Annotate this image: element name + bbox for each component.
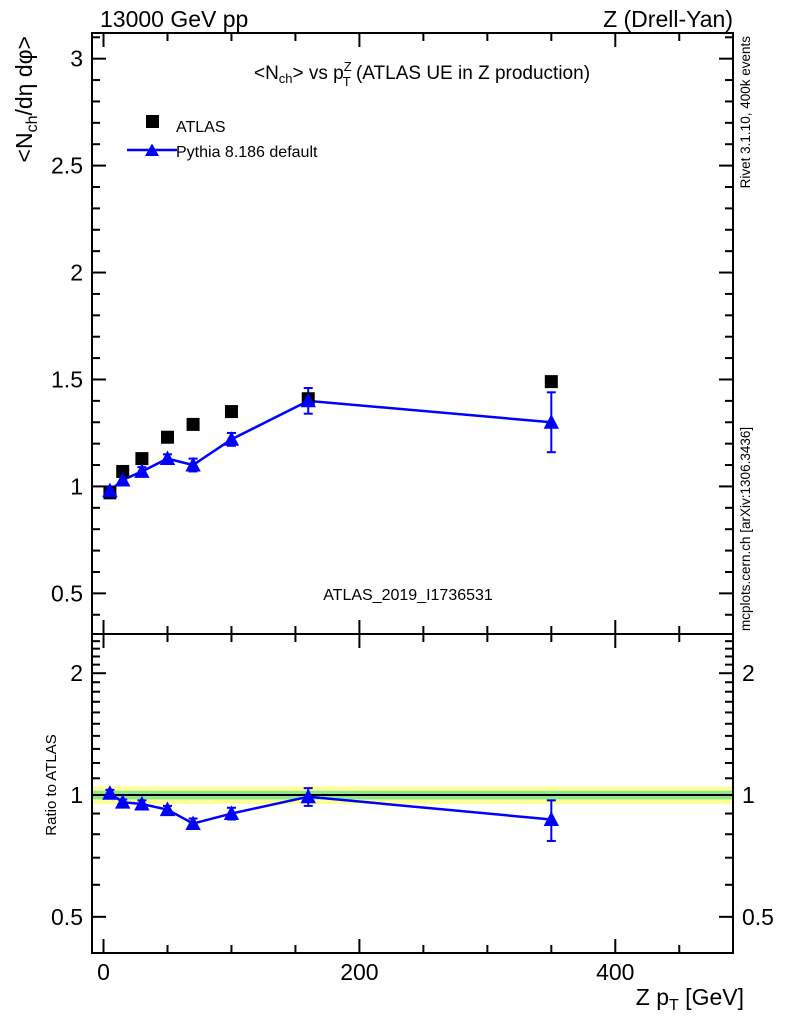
title-sup-Z: Z [344, 59, 352, 74]
ratio-uncertainty-bands [92, 786, 733, 805]
y-main-tick-label: 3 [70, 46, 83, 72]
ratio-y-axis-title: Ratio to ATLAS [43, 734, 60, 835]
atlas-marker [135, 452, 149, 466]
x-axis-title: Z pT [GeV] [636, 984, 744, 1014]
title-sub-ch: ch [279, 71, 293, 86]
y-main-tick-label: 2.5 [51, 153, 83, 179]
y-main-tick-label: 1.5 [51, 366, 83, 392]
pythia-ratio-marker [185, 815, 201, 831]
atlas-marker [544, 375, 558, 389]
x-tick-label: 400 [596, 959, 634, 985]
pythia-marker [102, 482, 118, 498]
plot-title: <Nch> vs pZ T (ATLAS UE in Z production) [254, 59, 590, 89]
axis-ticks [92, 33, 733, 953]
pythia-marker [134, 463, 150, 478]
y-main-tick-label: 0.5 [51, 580, 83, 606]
pythia-ratio-marker [223, 805, 240, 820]
main-y-axis-title: <Nch/dη dφ> [11, 36, 41, 162]
legend-marker-atlas-square [146, 115, 159, 128]
analysis-id-watermark: ATLAS_2019_I1736531 [323, 587, 493, 604]
pythia-ratio-marker [300, 788, 316, 804]
y-main-tick-label: 2 [70, 260, 83, 286]
y-title-sub: ch [24, 116, 41, 133]
atlas-marker [224, 405, 238, 419]
y-ratio-tick-label-left: 0.5 [51, 904, 83, 930]
pythia-ratio-marker [159, 801, 176, 817]
y-ratio-tick-label-right: 2 [742, 660, 755, 686]
beam-energy-label: 13000 GeV pp [100, 6, 248, 32]
y-ratio-tick-label-left: 2 [70, 660, 83, 686]
atlas-marker [160, 430, 174, 444]
pythia-marker [185, 456, 201, 472]
data-series [102, 375, 560, 842]
title-pre: <N [254, 63, 279, 84]
pythia-ratio-marker [102, 785, 118, 800]
rivet-version-note: Rivet 3.1.10, 400k events [738, 36, 753, 189]
legend-label-atlas: ATLAS [176, 119, 226, 136]
title-sub-T: T [343, 74, 351, 89]
pythia-marker [159, 450, 176, 466]
pythia-line-main [109, 399, 552, 492]
y-ratio-tick-label-right: 0.5 [742, 904, 774, 930]
x-title-sub: T [669, 997, 679, 1014]
title-mid: > vs p [293, 63, 344, 84]
pythia-ratio-marker [543, 811, 560, 826]
pythia-marker [300, 392, 316, 408]
pythia-marker [115, 471, 131, 487]
atlas-marker [116, 464, 130, 478]
y-ratio-tick-label-left: 1 [70, 782, 83, 808]
legend-label-pythia: Pythia 8.186 default [176, 144, 318, 161]
process-label: Z (Drell-Yan) [603, 6, 733, 32]
axis-tick-labels: 0.5 1 1.5 2 2.5 3 2 2 1 1 0.5 0.5 0 200 400 [51, 46, 774, 985]
x-title-post: [GeV] [679, 984, 744, 1010]
pythia-ratio-marker [115, 794, 131, 809]
y-main-tick-label: 1 [70, 473, 83, 499]
y-title-pre: <N [11, 132, 37, 162]
x-tick-label: 0 [97, 959, 110, 985]
pythia-marker [543, 414, 560, 429]
pythia-marker [223, 431, 240, 446]
ratio-panel-frame [91, 633, 734, 954]
y-title-post: /dη dφ> [11, 36, 37, 116]
legend-marker-pythia-triangle [145, 143, 159, 156]
x-tick-label: 200 [340, 959, 378, 985]
atlas-marker [186, 417, 200, 431]
y-ratio-tick-label-right: 1 [742, 782, 755, 808]
legend: ATLAS Pythia 8.186 default [127, 115, 318, 161]
mcplots-arxiv-note: mcplots.cern.ch [arXiv:1306.3436] [738, 427, 753, 631]
title-post: (ATLAS UE in Z production) [351, 63, 590, 84]
x-title-pre: Z p [636, 984, 669, 1010]
pythia-ratio-marker [134, 795, 150, 811]
